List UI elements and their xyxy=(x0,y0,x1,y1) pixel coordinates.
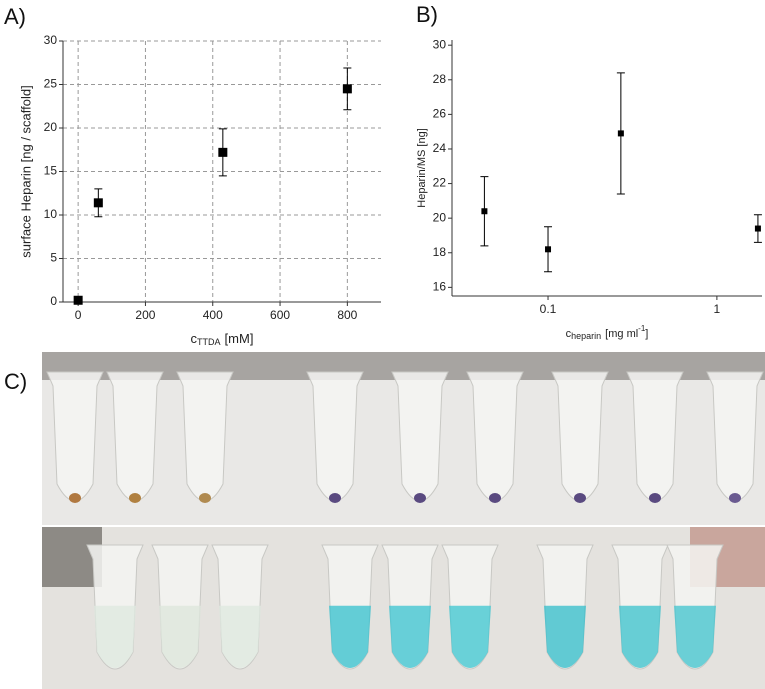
y-tick-label: 0 xyxy=(50,294,57,308)
tube-liquid xyxy=(674,605,716,668)
panel-label: C) xyxy=(4,369,27,394)
y-tick-label: 20 xyxy=(44,120,58,134)
charts: 0 5 10 15 20 25 30 0 200 400 600 800 surface Heparin… xyxy=(18,33,762,347)
tube-liquid xyxy=(329,605,371,668)
photo xyxy=(42,352,765,689)
x-tick-label: 1 xyxy=(714,302,721,316)
y-tick-label: 16 xyxy=(433,280,447,294)
tube-pellet xyxy=(574,493,586,503)
y-tick-label: 25 xyxy=(44,77,58,91)
x-axis-label-part: ] xyxy=(645,328,648,340)
y-tick-label: 30 xyxy=(44,33,58,47)
panel-label: A) xyxy=(4,4,26,29)
data-point xyxy=(342,84,352,94)
x-axis-label-part: -1 xyxy=(638,324,646,333)
y-tick-label: 26 xyxy=(433,107,447,121)
tube-liquid xyxy=(449,605,491,668)
tube-pellet xyxy=(489,493,501,503)
tube-liquid xyxy=(159,605,201,668)
y-axis-label: Heparin/MS [ng] xyxy=(416,128,428,207)
x-axis-label-part: TTDA xyxy=(197,337,221,347)
y-tick-label: 22 xyxy=(433,176,447,190)
tube-pellet xyxy=(69,493,81,503)
chart: 16 18 20 22 24 26 28 30 0.1 1 Heparin/MS [ng] chepa… xyxy=(416,37,762,341)
x-tick-label: 800 xyxy=(337,308,357,322)
tube-pellet xyxy=(329,493,341,503)
y-tick-label: 28 xyxy=(433,72,447,86)
x-axis-label: cTTDA [mM] xyxy=(191,331,254,347)
x-tick-label: 200 xyxy=(135,308,155,322)
tube-pellet xyxy=(649,493,661,503)
tube-pellet xyxy=(199,493,211,503)
x-axis-label-part: c xyxy=(191,331,198,346)
y-tick-label: 15 xyxy=(44,164,58,178)
data-point xyxy=(73,295,83,305)
x-axis-label: cheparin [mg ml-1] xyxy=(566,324,649,341)
tube-liquid xyxy=(544,605,586,668)
y-tick-label: 24 xyxy=(433,141,447,155)
tube-pellet xyxy=(414,493,426,503)
y-tick-label: 30 xyxy=(433,37,447,51)
x-axis-label-part: [mg ml xyxy=(605,328,638,340)
data-point xyxy=(617,130,624,137)
y-axis-label: surface Heparin [ng / scaffold] xyxy=(18,85,33,257)
x-tick-label: 600 xyxy=(270,308,290,322)
chart: 0 5 10 15 20 25 30 0 200 400 600 800 surface Heparin… xyxy=(18,33,381,347)
x-tick-label: 400 xyxy=(203,308,223,322)
data-point xyxy=(754,225,761,232)
tube-pellet xyxy=(129,493,141,503)
tube-pellet xyxy=(729,493,741,503)
y-tick-label: 5 xyxy=(50,251,57,265)
panel-label: B) xyxy=(416,2,438,27)
x-axis-label-part: heparin xyxy=(571,331,601,341)
x-axis-label-part: c xyxy=(566,328,572,340)
y-tick-label: 18 xyxy=(433,245,447,259)
tube-liquid xyxy=(94,605,136,668)
y-tick-label: 10 xyxy=(44,207,58,221)
data-point xyxy=(481,208,488,215)
data-point xyxy=(218,147,228,157)
tubes xyxy=(46,371,764,670)
tube-liquid xyxy=(219,605,261,668)
x-axis-label-part: [mM] xyxy=(225,331,254,346)
tube-liquid xyxy=(619,605,661,668)
y-tick-label: 20 xyxy=(433,210,447,224)
data-point xyxy=(93,198,103,208)
tube-liquid xyxy=(389,605,431,668)
x-tick-label: 0 xyxy=(75,308,82,322)
x-tick-label: 0.1 xyxy=(540,302,557,316)
data-point xyxy=(545,246,552,253)
